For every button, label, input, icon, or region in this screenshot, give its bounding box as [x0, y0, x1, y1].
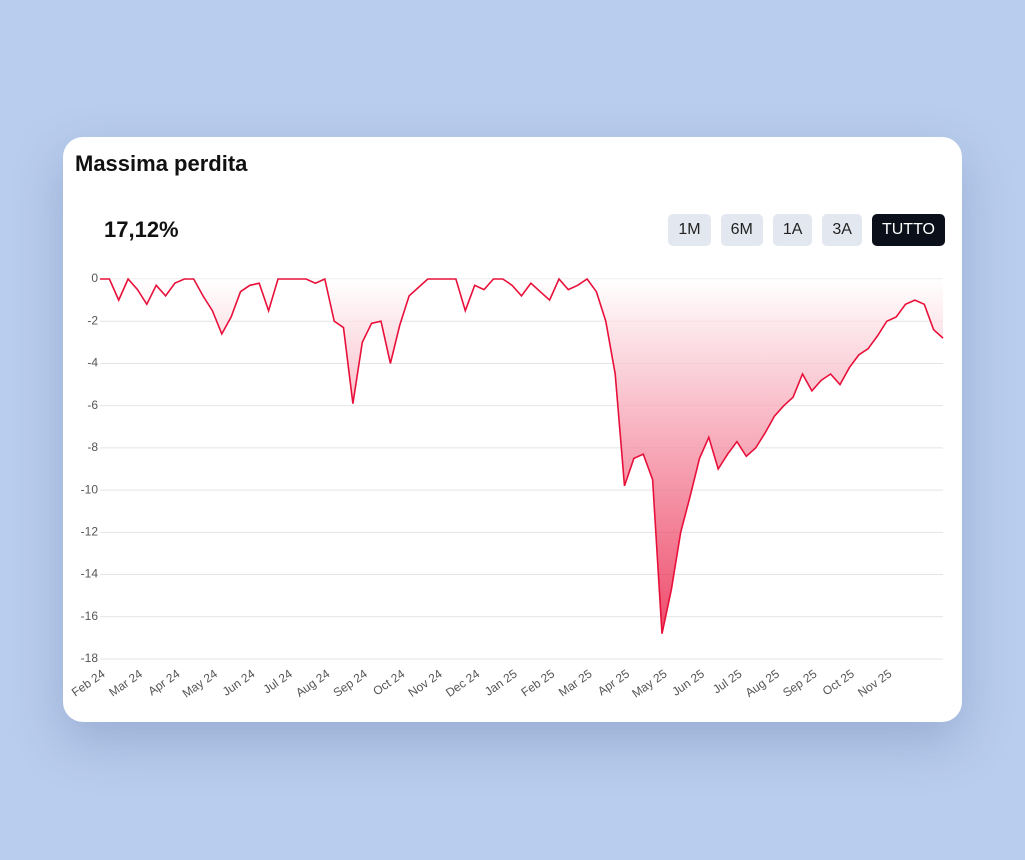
- line: [100, 277, 944, 634]
- range-button[interactable]: 3A: [822, 214, 862, 246]
- x-tick-label: Jul 24: [261, 666, 296, 696]
- x-tick-label: Jan 25: [482, 666, 520, 698]
- x-tick-label: Sep 24: [331, 666, 370, 699]
- x-tick-label: Dec 24: [443, 666, 482, 699]
- y-tick-label: -10: [81, 482, 99, 496]
- x-tick-label: Oct 24: [370, 666, 407, 698]
- y-tick-label: -8: [87, 440, 98, 454]
- x-tick-label: Mar 24: [106, 666, 145, 699]
- x-tick-label: Jul 25: [710, 666, 745, 696]
- drawdown-value: 17,12%: [104, 217, 179, 242]
- x-tick-label: Jun 25: [669, 666, 707, 698]
- range-button[interactable]: 1M: [668, 214, 711, 246]
- x-tick-label: Oct 25: [820, 666, 857, 698]
- range-button[interactable]: 1A: [772, 214, 813, 246]
- x-tick-label: Apr 25: [595, 666, 632, 698]
- x-tick-label: May 24: [180, 666, 221, 700]
- x-tick-label: Nov 24: [406, 666, 445, 699]
- x-tick-label: Apr 24: [145, 666, 182, 698]
- x-tick-label: Aug 24: [293, 666, 332, 699]
- y-tick-label: -2: [87, 313, 98, 327]
- x-tick-label: Aug 25: [743, 666, 782, 699]
- range-button[interactable]: TUTTO: [871, 214, 945, 246]
- card-title: Massima perdita: [75, 151, 248, 176]
- card: Massima perdita 17,12% 1M 6M 1A 3A TUTTO 0 -2…: [63, 137, 962, 722]
- x-tick-label: May 25: [629, 666, 670, 700]
- y-tick-label: -12: [81, 525, 99, 539]
- range-buttons: 1M 6M 1A 3A TUTTO: [668, 214, 945, 246]
- x-tick-label: Jun 24: [220, 666, 258, 698]
- y-tick-label: -14: [81, 567, 99, 581]
- y-tick-label: -16: [81, 609, 99, 623]
- x-tick-label: Mar 25: [556, 666, 595, 699]
- y-tick-label: -4: [87, 356, 98, 370]
- x-tick-label: Feb 25: [519, 666, 558, 699]
- x-tick-label: Sep 25: [780, 666, 819, 699]
- x-tick-label: Nov 25: [855, 666, 894, 699]
- area: [100, 279, 943, 634]
- range-button[interactable]: 6M: [720, 214, 763, 246]
- y-tick-label: -18: [81, 651, 99, 665]
- y-tick-label: -6: [87, 398, 98, 412]
- y-tick-label: 0: [91, 271, 98, 285]
- x-tick-label: Feb 24: [69, 666, 108, 699]
